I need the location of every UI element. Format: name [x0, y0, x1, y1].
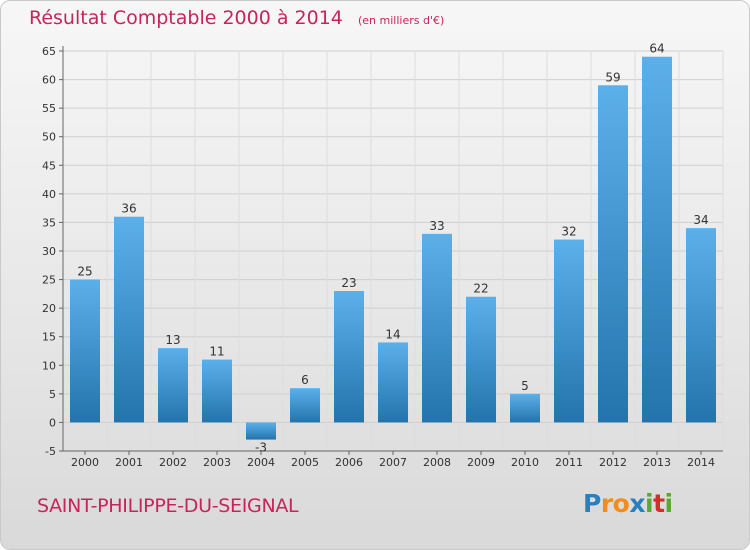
- bar-2007: [378, 342, 408, 423]
- y-tick-label: 40: [42, 188, 56, 201]
- bar-2010: [510, 393, 540, 423]
- logo-letter: i: [664, 489, 674, 518]
- y-tick-label: 30: [42, 245, 56, 258]
- y-tick-label: 20: [42, 302, 56, 315]
- x-tick-label-2004: 2004: [247, 456, 275, 469]
- bars: [70, 56, 716, 440]
- y-tick-label: 45: [42, 159, 56, 172]
- value-label-2007: 14: [385, 327, 400, 341]
- labels: -505101520253035404550556065252000362001…: [42, 42, 715, 469]
- value-label-2012: 59: [605, 70, 620, 84]
- y-tick-label: 35: [42, 216, 56, 229]
- bar-2013: [642, 56, 672, 423]
- value-label-2013: 64: [649, 42, 664, 56]
- x-tick-label-2001: 2001: [115, 456, 143, 469]
- value-label-2008: 33: [429, 219, 444, 233]
- proxiti-logo: Proxiti: [583, 489, 673, 518]
- bar-2009: [466, 296, 496, 423]
- value-label-2000: 25: [77, 265, 92, 279]
- x-tick-label-2005: 2005: [291, 456, 319, 469]
- title-row: Résultat Comptable 2000 à 2014 (en milli…: [29, 7, 444, 29]
- logo-letter: i: [645, 489, 654, 518]
- logo-letter: t: [653, 489, 665, 518]
- axes: [59, 46, 723, 455]
- value-label-2010: 5: [521, 379, 529, 393]
- x-tick-label-2011: 2011: [555, 456, 583, 469]
- bar-2012: [598, 85, 628, 423]
- x-tick-label-2009: 2009: [467, 456, 495, 469]
- y-tick-label: 55: [42, 102, 56, 115]
- logo-letter: P: [583, 489, 601, 518]
- bar-2004: [246, 422, 276, 440]
- chart-title: Résultat Comptable 2000 à 2014: [29, 7, 343, 29]
- value-label-2004: -3: [255, 441, 267, 455]
- y-tick-label: -5: [45, 445, 56, 458]
- value-label-2014: 34: [693, 213, 708, 227]
- x-tick-label-2006: 2006: [335, 456, 363, 469]
- y-tick-label: 10: [42, 359, 56, 372]
- value-label-2001: 36: [121, 202, 136, 216]
- value-label-2003: 11: [209, 345, 224, 359]
- value-label-2006: 23: [341, 276, 356, 290]
- y-tick-label: 0: [49, 416, 56, 429]
- y-tick-label: 60: [42, 74, 56, 87]
- x-tick-label-2007: 2007: [379, 456, 407, 469]
- bar-2011: [554, 239, 584, 423]
- x-tick-label-2000: 2000: [71, 456, 99, 469]
- bar-2005: [290, 388, 320, 423]
- bar-2002: [158, 348, 188, 423]
- y-tick-label: 15: [42, 331, 56, 344]
- logo-letter: o: [612, 489, 630, 518]
- logo-letter: r: [600, 489, 613, 518]
- chart-subtitle: (en milliers d'€): [357, 14, 445, 27]
- bar-2000: [70, 279, 100, 423]
- bar-2003: [202, 359, 232, 423]
- x-tick-label-2012: 2012: [599, 456, 627, 469]
- y-tick-label: 65: [42, 45, 56, 58]
- value-label-2011: 32: [561, 225, 576, 239]
- y-tick-label: 25: [42, 274, 56, 287]
- x-tick-label-2013: 2013: [643, 456, 671, 469]
- y-tick-label: 5: [49, 388, 56, 401]
- value-label-2005: 6: [301, 373, 309, 387]
- x-tick-label-2014: 2014: [687, 456, 715, 469]
- value-label-2002: 13: [165, 333, 180, 347]
- y-tick-label: 50: [42, 131, 56, 144]
- x-tick-label-2010: 2010: [511, 456, 539, 469]
- bar-2008: [422, 233, 452, 423]
- commune-name: SAINT-PHILIPPE-DU-SEIGNAL: [37, 495, 299, 517]
- value-label-2009: 22: [473, 282, 488, 296]
- x-tick-label-2002: 2002: [159, 456, 187, 469]
- x-tick-label-2008: 2008: [423, 456, 451, 469]
- bar-2014: [686, 228, 716, 423]
- bar-2001: [114, 216, 144, 423]
- logo-letter: x: [629, 489, 645, 518]
- x-tick-label-2003: 2003: [203, 456, 231, 469]
- bar-2006: [334, 291, 364, 423]
